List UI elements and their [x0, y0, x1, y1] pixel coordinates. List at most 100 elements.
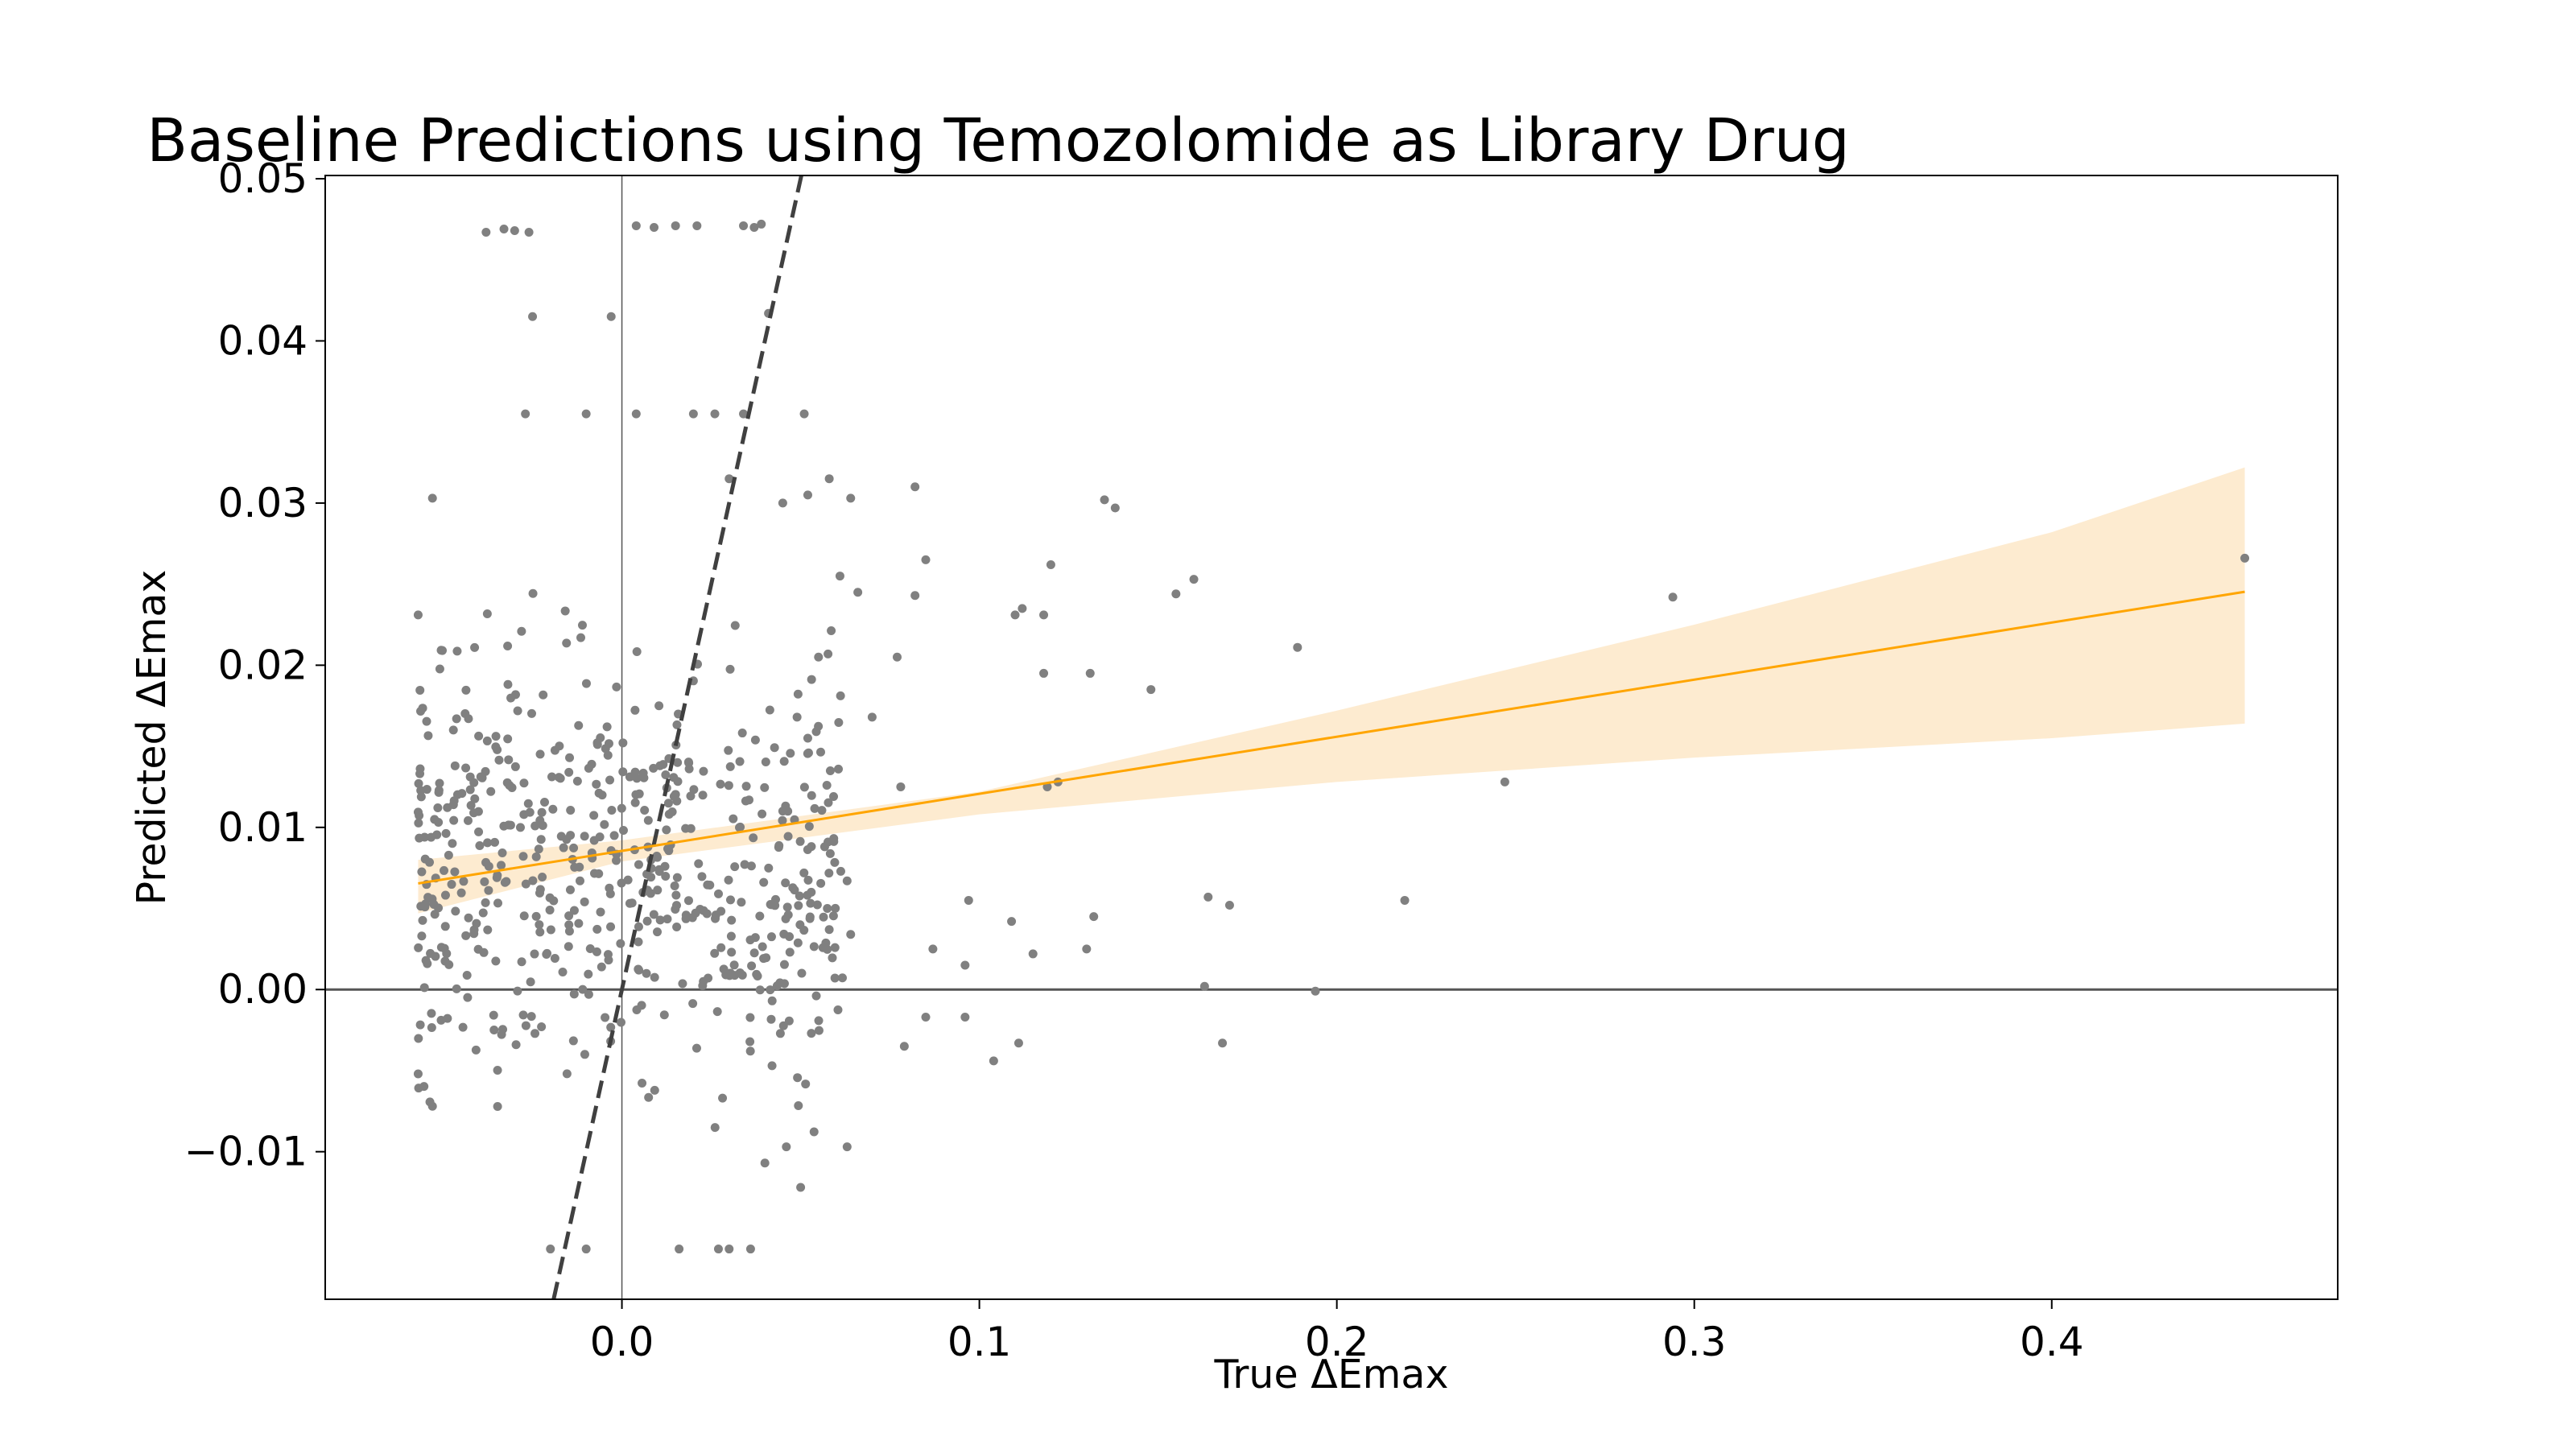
data-point [513, 986, 522, 996]
data-point [767, 996, 777, 1005]
data-point [1089, 912, 1099, 922]
data-point [432, 830, 442, 840]
data-point [518, 1010, 528, 1020]
data-point [545, 906, 555, 915]
data-point [580, 897, 589, 906]
data-point [811, 991, 821, 1001]
data-point [757, 219, 766, 229]
data-point [785, 947, 795, 957]
y-tick-label: 0.00 [218, 966, 308, 1013]
data-point [521, 409, 530, 419]
data-point [1100, 495, 1109, 505]
data-point [539, 690, 548, 700]
data-point [481, 898, 490, 907]
data-point [767, 1061, 777, 1071]
data-point [595, 832, 605, 842]
data-point [580, 832, 589, 841]
data-point [609, 831, 619, 840]
data-point [422, 716, 431, 726]
data-point [710, 948, 720, 958]
data-point [724, 971, 734, 980]
data-point [527, 708, 537, 718]
data-point [653, 927, 663, 937]
data-point [444, 850, 453, 860]
data-point [661, 770, 671, 779]
data-point [564, 942, 573, 952]
data-point [530, 949, 539, 959]
data-point [565, 753, 575, 762]
data-point [803, 490, 812, 500]
data-point [498, 1025, 508, 1034]
data-point [576, 633, 586, 642]
data-point [584, 969, 593, 979]
data-point [530, 1029, 540, 1038]
data-point [678, 979, 687, 989]
data-point [521, 1021, 530, 1030]
data-point [765, 705, 774, 715]
data-point [1042, 782, 1052, 791]
data-point [600, 819, 609, 829]
data-point [570, 862, 580, 872]
data-point [1203, 892, 1213, 902]
data-point [436, 943, 446, 952]
data-point [1311, 986, 1320, 996]
data-point [581, 1245, 591, 1254]
data-point [1293, 642, 1302, 652]
data-point [464, 913, 473, 923]
data-point [921, 555, 931, 564]
data-point [711, 910, 720, 920]
data-point [694, 859, 704, 869]
data-point [607, 805, 617, 815]
data-point [782, 902, 792, 912]
data-point [519, 810, 529, 819]
data-point [475, 841, 485, 851]
y-tick-label: 0.02 [218, 642, 308, 688]
data-point [555, 741, 564, 751]
data-point [584, 989, 593, 999]
data-point [778, 498, 787, 508]
data-point [760, 782, 770, 792]
data-point [702, 909, 712, 919]
data-point [766, 1014, 776, 1024]
data-point [803, 875, 813, 885]
data-point [489, 1025, 499, 1034]
data-point [803, 890, 812, 900]
data-point [793, 689, 803, 699]
data-point [618, 738, 628, 748]
data-point [675, 1245, 684, 1254]
data-point [431, 952, 440, 961]
data-point [448, 725, 458, 735]
data-point [632, 646, 642, 656]
data-point [762, 953, 771, 963]
data-point [503, 734, 513, 744]
data-point [699, 976, 708, 986]
data-point [807, 1029, 816, 1038]
data-point [793, 938, 803, 947]
data-point [1668, 592, 1678, 602]
data-point [834, 717, 844, 727]
data-point [451, 906, 460, 916]
data-point [569, 906, 579, 915]
data-point [766, 932, 776, 942]
data-point [662, 825, 671, 835]
plot-area [325, 175, 2338, 1299]
data-point [499, 224, 509, 233]
data-point [725, 895, 735, 905]
data-point [737, 970, 747, 980]
data-point [921, 1012, 931, 1022]
y-tick-label: 0.04 [218, 317, 308, 364]
data-point [816, 878, 826, 888]
data-point [462, 971, 472, 980]
data-point [718, 1093, 728, 1103]
data-point [469, 925, 479, 935]
data-point [616, 1018, 625, 1027]
data-point [672, 922, 682, 931]
data-point [493, 898, 503, 908]
data-point [503, 679, 513, 689]
data-point [824, 474, 834, 484]
data-point [605, 775, 615, 785]
data-point [653, 852, 663, 862]
data-point [746, 861, 756, 871]
data-point [524, 228, 534, 237]
data-point [809, 942, 819, 952]
